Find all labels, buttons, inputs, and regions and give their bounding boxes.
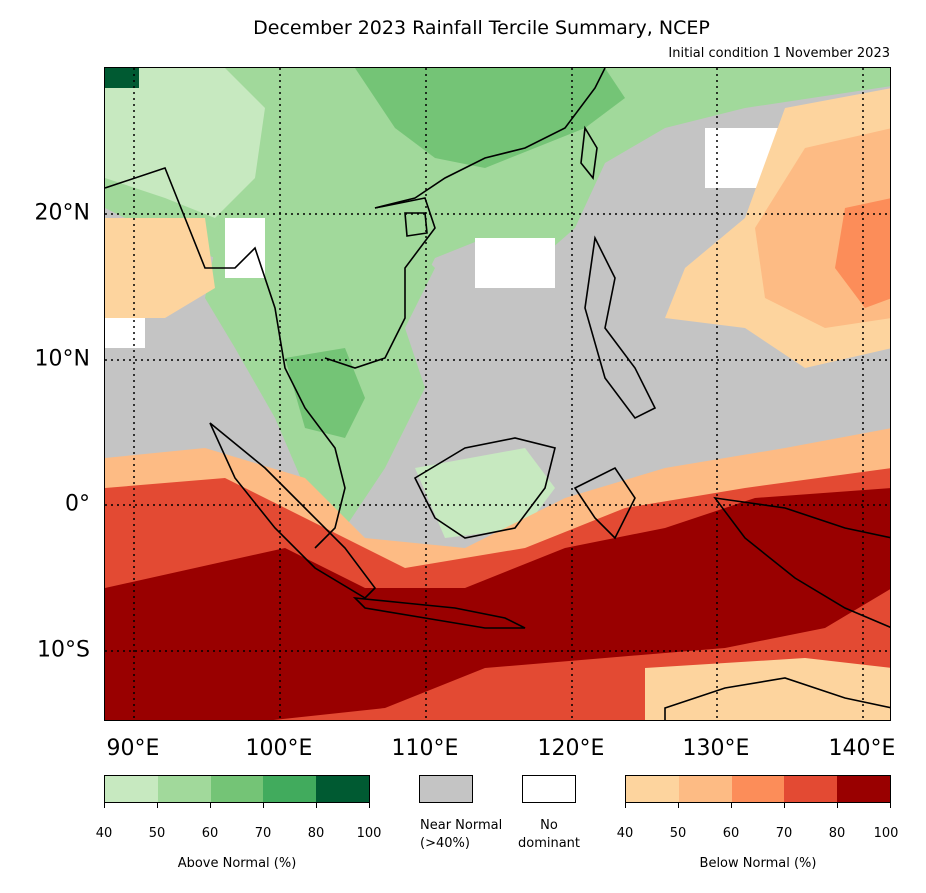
above-normal-light-west: [105, 68, 265, 218]
graticule: [105, 68, 890, 720]
below-ticklabel-70: 70: [775, 826, 793, 841]
lon-label-140e: 140°E: [828, 736, 896, 761]
map-subtitle: Initial condition 1 November 2023: [668, 46, 890, 61]
lat-label-10n: 10°N: [34, 346, 90, 372]
below-tick-60: [731, 803, 732, 808]
below-tick-50: [678, 803, 679, 808]
above-tick-60: [210, 803, 211, 808]
no-dominant-swatch: [522, 775, 576, 803]
coast-mainland: [105, 167, 346, 549]
map-title: December 2023 Rainfall Tercile Summary, …: [253, 17, 710, 39]
coast-australia: [664, 677, 890, 720]
above-normal-swatch-40: [105, 776, 158, 802]
above-normal-dark-corner: [105, 68, 139, 88]
above-normal-swatch-50: [157, 776, 211, 802]
above-ticklabel-70: 70: [254, 826, 272, 841]
no-dominant-patch-1: [225, 218, 265, 278]
below-ticklabel-60: 60: [722, 826, 740, 841]
lat-label-equator: 0°: [65, 491, 90, 517]
below-normal-label: Below Normal (%): [699, 856, 817, 871]
below-normal-swatch-60: [731, 776, 785, 802]
coast-borneo: [413, 437, 556, 539]
coastlines: [105, 68, 890, 720]
lon-label-130e: 130°E: [682, 736, 750, 761]
above-tick-100: [369, 803, 370, 808]
above-normal-swatch-80: [316, 776, 369, 802]
below-ticklabel-80: 80: [828, 826, 846, 841]
coast-java: [352, 596, 526, 629]
map-canvas: [105, 68, 890, 720]
below-ticklabel-50: 50: [669, 826, 687, 841]
below-tick-80: [837, 803, 838, 808]
above-tick-50: [157, 803, 158, 808]
below-tick-70: [784, 803, 785, 808]
below-normal-swatch-40: [626, 776, 679, 802]
coast-new-guinea: [713, 496, 890, 629]
above-normal-label: Above Normal (%): [177, 856, 297, 871]
below-ticklabel-100: 100: [873, 826, 899, 841]
coast-sulawesi: [573, 466, 636, 540]
near-normal-label: Near Normal (>40%): [420, 818, 503, 851]
below-normal-south-strong: [105, 488, 890, 720]
above-tick-80: [316, 803, 317, 808]
no-dominant-patch-2: [475, 238, 555, 288]
above-ticklabel-60: 60: [201, 826, 219, 841]
below-normal-swatch-70: [784, 776, 838, 802]
coast-philippines: [584, 235, 657, 420]
above-normal-swatch-60: [210, 776, 264, 802]
above-ticklabel-80: 80: [307, 826, 325, 841]
below-normal-west-light: [105, 218, 215, 318]
above-normal-borneo: [415, 448, 555, 538]
below-ticklabel-40: 40: [616, 826, 634, 841]
below-normal-southeast-light: [645, 658, 890, 720]
lon-label-120e: 120°E: [537, 736, 605, 761]
lat-label-20n: 20°N: [34, 200, 90, 226]
below-tick-100: [890, 803, 891, 808]
above-tick-40: [104, 803, 105, 808]
tercile-map: [104, 67, 891, 721]
below-normal-east-strong: [835, 198, 890, 308]
lat-label-10s: 10°S: [37, 637, 90, 663]
coast-sumatra: [209, 422, 377, 600]
below-normal-swatch-50: [678, 776, 732, 802]
below-tick-40: [625, 803, 626, 808]
above-normal-strong-north: [355, 68, 625, 168]
above-ticklabel-50: 50: [148, 826, 166, 841]
below-normal-swatch-80: [837, 776, 890, 802]
lon-label-90e: 90°E: [106, 736, 160, 761]
above-tick-70: [263, 803, 264, 808]
above-ticklabel-40: 40: [95, 826, 113, 841]
lon-label-110e: 110°E: [391, 736, 459, 761]
no-dominant-label: No dominant: [517, 818, 581, 851]
above-ticklabel-100: 100: [356, 826, 382, 841]
near-normal-swatch: [419, 775, 473, 803]
coast-indochina: [324, 197, 436, 369]
below-normal-colorbar: [625, 775, 891, 803]
above-normal-colorbar: [104, 775, 370, 803]
coast-china: [374, 68, 606, 209]
above-normal-core: [285, 348, 365, 438]
coast-hainan: [404, 212, 428, 237]
lon-label-100e: 100°E: [245, 736, 313, 761]
above-normal-swatch-70: [263, 776, 317, 802]
coast-taiwan: [580, 125, 598, 180]
